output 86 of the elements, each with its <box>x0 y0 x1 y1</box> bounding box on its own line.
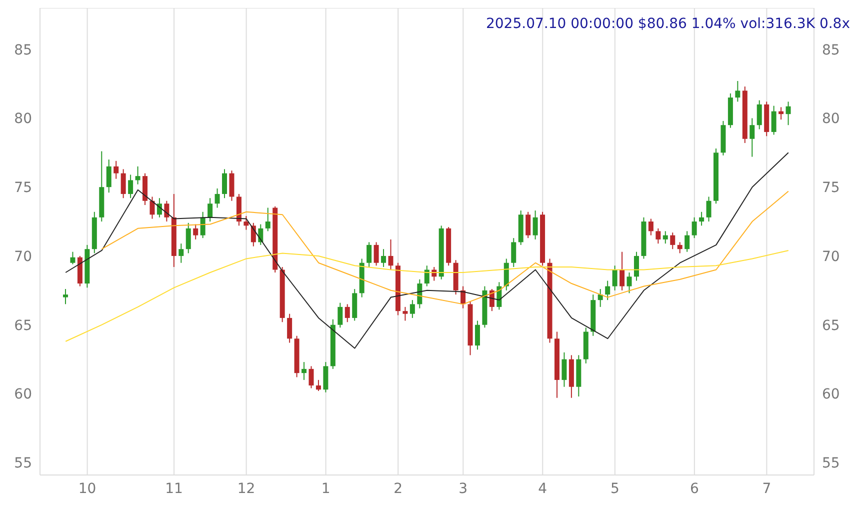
candlestick <box>287 313 292 344</box>
x-tick-label: 12 <box>237 480 256 497</box>
candlestick <box>692 216 697 239</box>
candlestick <box>626 272 632 294</box>
text: 2025.07.10 00:00:00 $80.86 1.04% vol:316.3K 0.8x <box>486 16 850 32</box>
candlestick <box>410 300 415 318</box>
candlestick <box>612 265 618 291</box>
candlestick <box>750 118 755 158</box>
line-series <box>65 152 789 349</box>
y-tick-label: 85 <box>14 42 32 58</box>
y2-tick-label: 80 <box>822 111 840 128</box>
x-tick-label: 11 <box>165 480 183 497</box>
candlestick <box>699 211 704 226</box>
x-tick-label: 3 <box>458 480 468 497</box>
y-tick-label: 75 <box>14 180 32 196</box>
candlestick <box>164 200 170 222</box>
candlestick <box>135 166 140 185</box>
candlestick <box>706 196 712 222</box>
y-tick-label: 80 <box>14 111 32 128</box>
candlestick <box>677 242 682 254</box>
candlestick <box>366 242 372 268</box>
candlestick <box>511 238 516 268</box>
y-tick-label: 70 <box>14 248 32 265</box>
x-tick-label: 2 <box>394 480 403 497</box>
candlestick <box>316 379 321 392</box>
candlestick <box>605 280 610 301</box>
candlestick <box>504 258 509 291</box>
candlestick <box>648 218 654 236</box>
candlestick <box>474 320 480 350</box>
candlestick <box>402 306 408 322</box>
x-tick-label: 10 <box>78 480 96 497</box>
y2-tick-label: 70 <box>822 248 840 265</box>
candlestick <box>338 302 343 328</box>
candlestick <box>656 228 661 244</box>
candlestick <box>381 248 386 268</box>
candlestick <box>222 168 228 199</box>
candlestick <box>200 211 206 239</box>
candlestick <box>786 101 791 126</box>
candlestick <box>424 265 430 287</box>
x-tick-label: 7 <box>762 480 772 497</box>
y-tick-label: 65 <box>14 318 32 334</box>
candlestick <box>526 211 531 239</box>
x-tick-label: 6 <box>690 480 699 497</box>
candlestick <box>178 243 184 264</box>
y2-tick-label: 55 <box>822 456 840 472</box>
candlestick <box>120 168 126 199</box>
candlestick <box>63 288 68 305</box>
candlestick <box>344 304 350 323</box>
candlestick <box>620 251 625 291</box>
candlestick <box>214 188 220 208</box>
candlestick <box>70 251 76 265</box>
x-tick-label: 1 <box>321 480 330 497</box>
candlestick <box>662 230 668 244</box>
candlestick <box>150 196 155 220</box>
candlestick <box>562 352 567 388</box>
candlestick <box>670 232 676 250</box>
x-tick-label: 4 <box>538 480 548 497</box>
y-tick-label: 55 <box>14 456 32 472</box>
y2-tick-label: 85 <box>822 42 840 58</box>
line-series <box>65 250 789 342</box>
candlestick <box>128 174 134 199</box>
candlestick <box>265 207 270 232</box>
candlestick <box>735 80 740 102</box>
candlestick <box>302 362 307 380</box>
candlestick <box>229 170 234 202</box>
candlestick <box>323 362 328 393</box>
candlestick <box>193 224 198 240</box>
y-tick-label: 60 <box>14 386 32 403</box>
candlestick <box>756 100 762 130</box>
candlestick <box>106 159 112 194</box>
y2-tick-label: 75 <box>822 180 840 196</box>
candlestick <box>114 160 119 180</box>
y2-tick-label: 60 <box>822 386 840 403</box>
candlestick <box>374 242 379 266</box>
candlestick <box>308 366 314 389</box>
candlestick <box>532 210 538 240</box>
candlestick <box>388 238 394 270</box>
candlestick <box>208 198 213 222</box>
candlestick <box>778 106 784 120</box>
x-tick-label: 5 <box>610 480 620 497</box>
y2-tick-label: 65 <box>822 318 840 334</box>
candlestick <box>186 222 191 254</box>
candlestick <box>771 105 776 136</box>
candlestick <box>634 251 639 282</box>
candlestick <box>244 216 249 230</box>
candlestick <box>684 230 690 252</box>
